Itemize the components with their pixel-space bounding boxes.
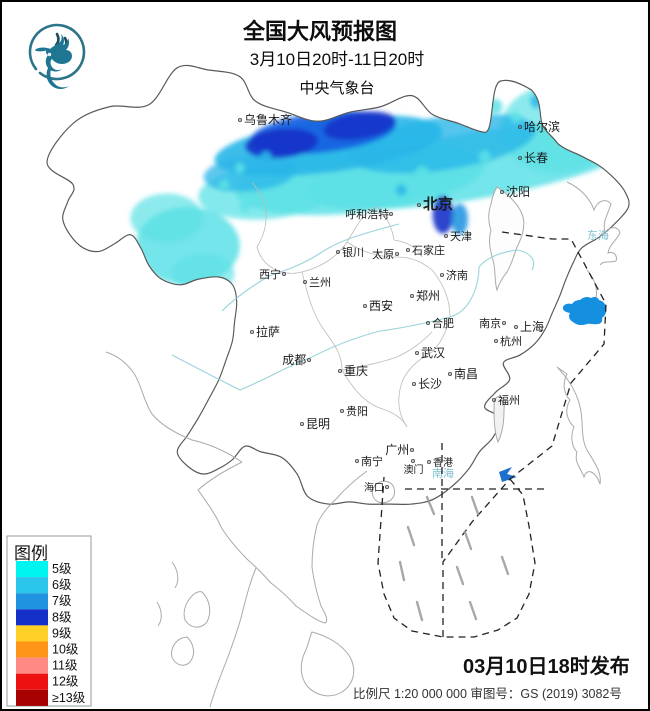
- svg-text:03月10日18时发布: 03月10日18时发布: [463, 654, 630, 678]
- svg-text:福州: 福州: [498, 393, 520, 407]
- svg-text:5级: 5级: [52, 562, 72, 576]
- svg-text:昆明: 昆明: [306, 417, 330, 431]
- svg-text:郑州: 郑州: [416, 288, 440, 303]
- svg-text:中央气象台: 中央气象台: [299, 80, 374, 97]
- svg-text:广州: 广州: [385, 443, 409, 457]
- svg-text:8级: 8级: [52, 610, 72, 624]
- svg-text:银川: 银川: [342, 245, 364, 259]
- svg-text:南京: 南京: [479, 316, 501, 330]
- svg-text:11级: 11级: [52, 659, 78, 673]
- svg-text:南宁: 南宁: [361, 454, 383, 468]
- svg-text:上海: 上海: [520, 319, 544, 334]
- svg-text:全国大风预报图: 全国大风预报图: [242, 19, 397, 44]
- svg-text:图例: 图例: [14, 544, 48, 563]
- svg-text:杭州: 杭州: [500, 334, 522, 348]
- svg-text:太原: 太原: [372, 248, 394, 261]
- svg-text:南昌: 南昌: [454, 366, 478, 381]
- svg-text:贵阳: 贵阳: [346, 405, 368, 418]
- svg-text:7级: 7级: [52, 594, 72, 608]
- svg-text:香港: 香港: [433, 457, 453, 469]
- svg-text:长春: 长春: [524, 151, 548, 165]
- svg-text:澳门: 澳门: [404, 463, 424, 476]
- svg-text:长沙: 长沙: [418, 377, 442, 391]
- svg-text:天津: 天津: [450, 230, 472, 243]
- svg-text:成都: 成都: [282, 353, 306, 367]
- svg-text:乌鲁木齐: 乌鲁木齐: [244, 112, 292, 127]
- svg-text:西宁: 西宁: [259, 267, 281, 281]
- svg-text:3月10日20时-11日20时: 3月10日20时-11日20时: [250, 50, 425, 69]
- svg-text:6级: 6级: [52, 578, 72, 592]
- svg-text:北京: 北京: [423, 195, 453, 213]
- svg-text:石家庄: 石家庄: [412, 243, 445, 257]
- svg-text:9级: 9级: [52, 626, 72, 640]
- svg-text:海口: 海口: [364, 481, 384, 494]
- svg-text:呼和浩特: 呼和浩特: [345, 207, 389, 221]
- svg-text:武汉: 武汉: [421, 346, 445, 360]
- svg-text:哈尔滨: 哈尔滨: [524, 119, 560, 134]
- svg-text:重庆: 重庆: [344, 364, 368, 378]
- svg-text:≥13级: ≥13级: [52, 691, 86, 705]
- svg-text:西安: 西安: [369, 298, 393, 313]
- svg-text:沈阳: 沈阳: [506, 184, 530, 199]
- svg-text:12级: 12级: [52, 675, 79, 689]
- svg-text:东海: 东海: [587, 228, 609, 242]
- svg-text:济南: 济南: [446, 268, 468, 282]
- svg-text:拉萨: 拉萨: [256, 324, 280, 339]
- svg-text:10级: 10级: [52, 643, 79, 657]
- svg-text:合肥: 合肥: [432, 316, 454, 330]
- svg-text:兰州: 兰州: [309, 276, 331, 289]
- svg-text:比例尺 1:20 000 000 审图号：GS (20: 比例尺 1:20 000 000 审图号：GS (2019) 3082号: [353, 686, 622, 701]
